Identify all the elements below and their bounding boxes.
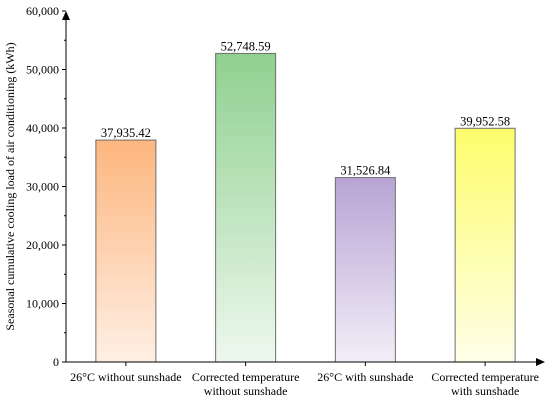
x-tick-label-4-line-1: Corrected temperature xyxy=(431,370,539,384)
bar-value-label-1: 37,935.42 xyxy=(101,126,151,140)
bar-value-label-2: 52,748.59 xyxy=(221,39,271,53)
x-tick-label-2-line-2: without sunshade xyxy=(204,384,288,398)
y-tick-label-4: 40,000 xyxy=(26,121,59,135)
y-tick-label-5: 50,000 xyxy=(26,63,59,77)
y-axis: 0 10,000 20,000 30,000 40,000 50,000 60,000 xyxy=(26,4,70,369)
bars-group: 37,935.42 52,748.59 31,526.84 39,952.58 xyxy=(95,39,516,363)
x-axis: 26°C without sunshade Corrected temperatu… xyxy=(66,358,545,398)
y-axis-arrow xyxy=(62,11,70,20)
y-tick-label-3: 30,000 xyxy=(26,180,59,194)
x-tick-label-1: 26°C without sunshade xyxy=(70,370,181,384)
bar-value-label-4: 39,952.58 xyxy=(460,114,510,128)
bar-3 xyxy=(334,177,396,363)
bar-2 xyxy=(215,52,277,363)
x-tick-label-2-line-1: Corrected temperature xyxy=(192,370,300,384)
y-axis-title: Seasonal cumulative cooling load of air … xyxy=(3,42,17,330)
bar-value-label-3: 31,526.84 xyxy=(340,164,391,178)
y-tick-label-1: 10,000 xyxy=(26,297,59,311)
y-tick-label-0: 0 xyxy=(53,355,59,369)
x-tick-label-3: 26°C with sunshade xyxy=(317,370,413,384)
y-tick-label-6: 60,000 xyxy=(26,4,59,18)
bar-1 xyxy=(95,139,157,363)
x-axis-arrow xyxy=(536,358,545,366)
x-tick-label-4-line-2: with sunshade xyxy=(451,384,519,398)
y-tick-label-2: 20,000 xyxy=(26,238,59,252)
bar-4 xyxy=(454,127,516,363)
